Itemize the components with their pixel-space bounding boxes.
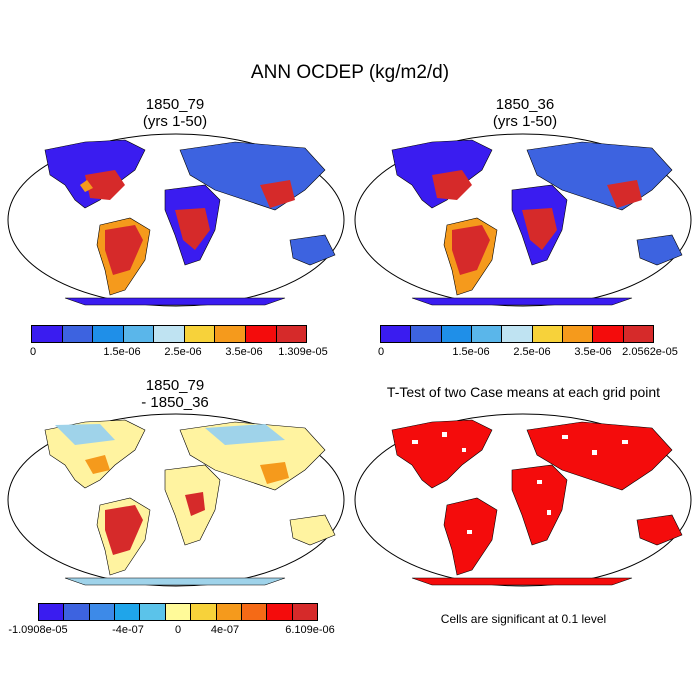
panel-4-land <box>391 419 683 586</box>
colorbar-1 <box>31 325 307 343</box>
colorbar-3-label: 0 <box>174 624 182 636</box>
colorbar-3-swatch <box>191 604 217 620</box>
colorbar-1-label: 3.5e-06 <box>225 346 263 358</box>
colorbar-3-label: 4e-07 <box>210 624 240 636</box>
colorbar-1-swatch <box>276 326 307 342</box>
colorbar-1-swatch <box>93 326 124 342</box>
colorbar-3-swatch <box>292 604 317 620</box>
colorbar-2-label: 3.5e-06 <box>574 346 612 358</box>
colorbar-3-swatch <box>267 604 293 620</box>
colorbar-1-label: 2.5e-06 <box>164 346 202 358</box>
panel-3-land <box>44 419 336 586</box>
panel-2-title-line1: 1850_36 <box>495 96 555 113</box>
colorbar-1-swatch <box>215 326 246 342</box>
colorbar-3-swatch <box>64 604 90 620</box>
panel-1-land <box>44 139 336 306</box>
panel-3-title-line1: 1850_79 <box>145 377 205 394</box>
colorbar-2-swatch <box>593 326 624 342</box>
colorbar-2-label: 2.5e-06 <box>513 346 551 358</box>
panel-4-map <box>354 413 692 587</box>
colorbar-3-swatch <box>115 604 141 620</box>
panel-2-land <box>391 139 683 306</box>
colorbar-3-swatch <box>165 604 192 620</box>
colorbar-3-swatch <box>241 604 268 620</box>
colorbar-3-label: -1.0908e-05 <box>8 624 68 636</box>
colorbar-2-swatch <box>562 326 594 342</box>
colorbar-3 <box>38 603 318 621</box>
colorbar-3-label: -4e-07 <box>112 624 144 636</box>
colorbar-1-swatch <box>32 326 63 342</box>
panel-2-title: 1850_36 (yrs 1-50) <box>405 96 645 130</box>
colorbar-1-swatch <box>123 326 155 342</box>
panel-2-title-line2: (yrs 1-50) <box>492 113 558 130</box>
colorbar-2-label: 0 <box>377 346 385 358</box>
colorbar-1-label: 0 <box>29 346 37 358</box>
panel-3-title-line2: - 1850_36 <box>141 394 209 411</box>
panel-3-title: 1850_79 - 1850_36 <box>55 377 295 411</box>
panel-3-map <box>7 413 345 587</box>
colorbar-1-swatch <box>245 326 277 342</box>
colorbar-2-label: 1.5e-06 <box>452 346 490 358</box>
panel-1-title-line2: (yrs 1-50) <box>142 113 208 130</box>
colorbar-2-swatch <box>532 326 563 342</box>
colorbar-1-label: 1.5e-06 <box>103 346 141 358</box>
significance-note: Cells are significant at 0.1 level <box>440 612 607 626</box>
panel-2-map <box>354 133 692 307</box>
colorbar-3-swatch <box>89 604 116 620</box>
panel-4-title: T-Test of two Case means at each grid po… <box>386 384 661 400</box>
colorbar-3-label: 6.109e-06 <box>285 624 335 636</box>
panel-1-map <box>7 133 345 307</box>
colorbar-3-swatch <box>216 604 242 620</box>
colorbar-3-swatch <box>140 604 166 620</box>
colorbar-3-swatch <box>39 604 65 620</box>
colorbar-2-swatch <box>471 326 503 342</box>
colorbar-1-swatch <box>62 326 94 342</box>
colorbar-1-swatch <box>154 326 185 342</box>
colorbar-2-swatch <box>441 326 472 342</box>
colorbar-2-swatch <box>411 326 442 342</box>
colorbar-2 <box>380 325 654 343</box>
colorbar-2-swatch <box>623 326 653 342</box>
figure-title: ANN OCDEP (kg/m2/d) <box>250 62 450 83</box>
colorbar-2-swatch <box>381 326 412 342</box>
colorbar-1-label: 1.309e-05 <box>278 346 328 358</box>
panel-1-title: 1850_79 (yrs 1-50) <box>55 96 295 130</box>
panel-1-title-line1: 1850_79 <box>145 96 205 113</box>
colorbar-1-swatch <box>184 326 216 342</box>
colorbar-2-swatch <box>502 326 533 342</box>
colorbar-2-label: 2.0562e-05 <box>622 346 678 358</box>
